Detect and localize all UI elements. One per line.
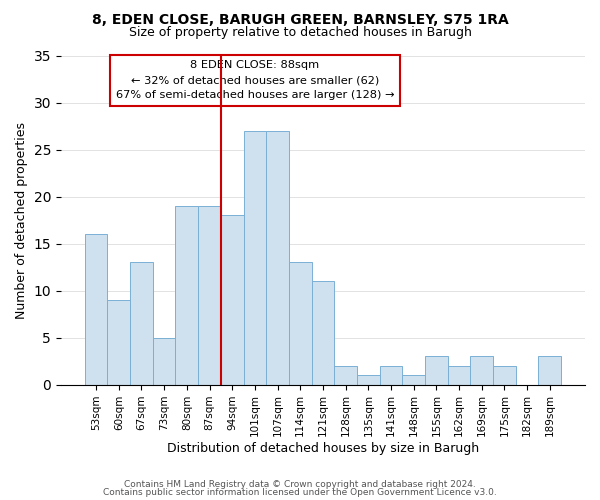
Bar <box>493 366 516 384</box>
Bar <box>198 206 221 384</box>
Y-axis label: Number of detached properties: Number of detached properties <box>15 122 28 318</box>
Bar <box>470 356 493 384</box>
Bar <box>153 338 175 384</box>
Text: Size of property relative to detached houses in Barugh: Size of property relative to detached ho… <box>128 26 472 39</box>
Bar <box>107 300 130 384</box>
Bar <box>357 375 380 384</box>
Bar <box>130 262 153 384</box>
Text: 8, EDEN CLOSE, BARUGH GREEN, BARNSLEY, S75 1RA: 8, EDEN CLOSE, BARUGH GREEN, BARNSLEY, S… <box>92 12 508 26</box>
Bar <box>425 356 448 384</box>
Bar <box>289 262 311 384</box>
Bar <box>380 366 403 384</box>
Text: Contains public sector information licensed under the Open Government Licence v3: Contains public sector information licen… <box>103 488 497 497</box>
Bar <box>311 281 334 384</box>
Bar <box>85 234 107 384</box>
Text: 8 EDEN CLOSE: 88sqm
← 32% of detached houses are smaller (62)
67% of semi-detach: 8 EDEN CLOSE: 88sqm ← 32% of detached ho… <box>116 60 394 100</box>
Text: Contains HM Land Registry data © Crown copyright and database right 2024.: Contains HM Land Registry data © Crown c… <box>124 480 476 489</box>
Bar <box>334 366 357 384</box>
Bar <box>538 356 561 384</box>
Bar <box>175 206 198 384</box>
Bar <box>244 130 266 384</box>
X-axis label: Distribution of detached houses by size in Barugh: Distribution of detached houses by size … <box>167 442 479 455</box>
Bar <box>221 216 244 384</box>
Bar <box>403 375 425 384</box>
Bar <box>448 366 470 384</box>
Bar <box>266 130 289 384</box>
